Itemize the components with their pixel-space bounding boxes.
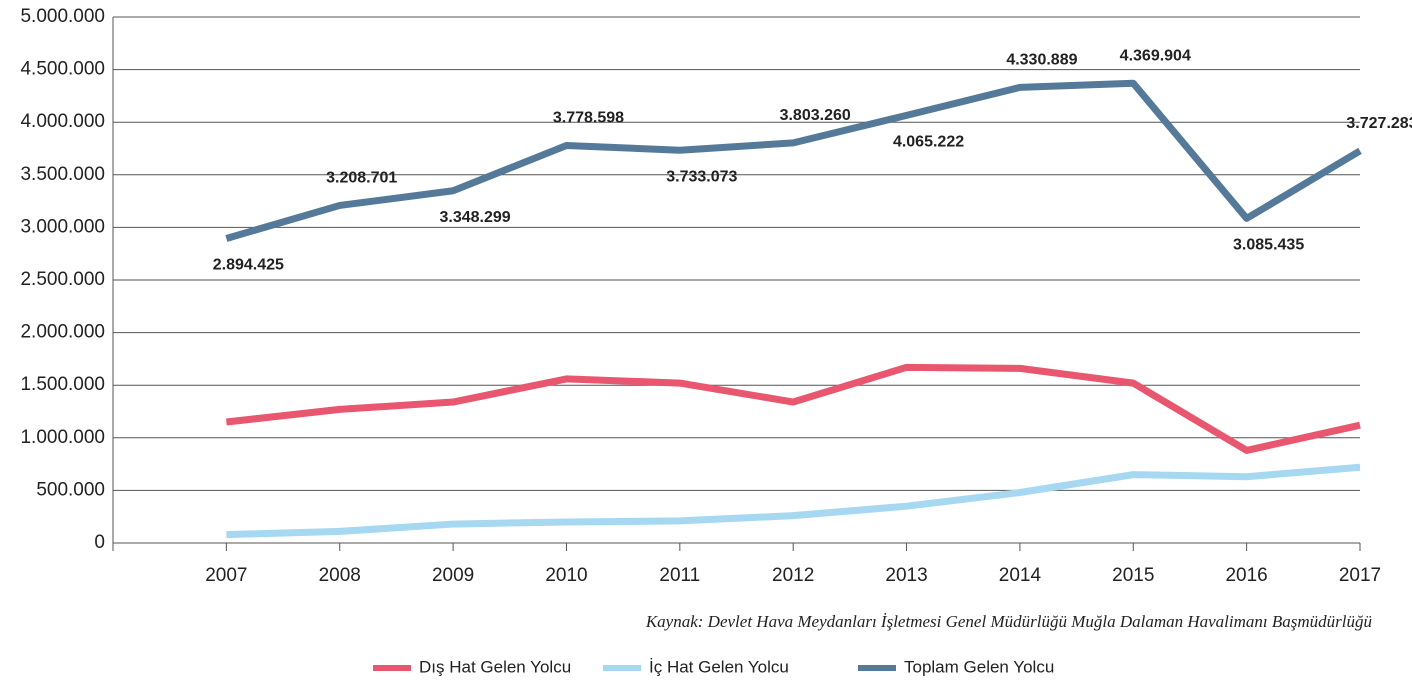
x-tick-label: 2014 bbox=[999, 565, 1042, 586]
x-tick-label: 2010 bbox=[545, 565, 587, 586]
x-tick-label: 2009 bbox=[432, 565, 474, 586]
data-label: 3.733.073 bbox=[666, 168, 737, 185]
data-label: 3.085.435 bbox=[1233, 237, 1304, 254]
data-label: 4.369.904 bbox=[1120, 48, 1191, 65]
y-tick-label: 3.000.000 bbox=[20, 216, 105, 237]
x-tick-label: 2017 bbox=[1339, 565, 1381, 586]
y-tick-label: 5.000.000 bbox=[20, 6, 105, 27]
y-tick-label: 2.000.000 bbox=[20, 322, 105, 343]
y-tick-label: 2.500.000 bbox=[20, 269, 105, 290]
data-label: 3.348.299 bbox=[439, 209, 510, 226]
series-line bbox=[225, 363, 1361, 454]
y-tick-label: 1.500.000 bbox=[20, 374, 105, 395]
data-label: 4.065.222 bbox=[893, 134, 964, 151]
y-tick-label: 4.500.000 bbox=[20, 59, 105, 80]
y-tick-label: 4.000.000 bbox=[20, 111, 105, 132]
data-label: 3.208.701 bbox=[326, 170, 397, 187]
data-label: 2.894.425 bbox=[213, 257, 284, 274]
x-tick-label: 2008 bbox=[319, 565, 361, 586]
x-tick-label: 2007 bbox=[205, 565, 247, 586]
x-tick-label: 2016 bbox=[1225, 565, 1267, 586]
legend-label: Dış Hat Gelen Yolcu bbox=[419, 657, 571, 676]
data-label: 4.330.889 bbox=[1006, 52, 1077, 69]
x-tick-label: 2013 bbox=[885, 565, 927, 586]
legend-label: Toplam Gelen Yolcu bbox=[904, 657, 1054, 676]
x-tick-label: 2015 bbox=[1112, 565, 1154, 586]
series-line bbox=[225, 79, 1362, 242]
y-tick-label: 3.500.000 bbox=[20, 164, 105, 185]
y-tick-label: 1.000.000 bbox=[20, 427, 105, 448]
source: Kaynak: Devlet Hava Meydanları İşletmesi… bbox=[645, 612, 1372, 631]
data-label: 3.727.283 bbox=[1346, 115, 1412, 132]
y-tick-label: 500.000 bbox=[36, 479, 105, 500]
data-label: 3.778.598 bbox=[553, 110, 624, 127]
data-label: 3.803.260 bbox=[780, 107, 851, 124]
legend-label: İç Hat Gelen Yolcu bbox=[649, 657, 789, 676]
x-tick-label: 2011 bbox=[659, 565, 700, 586]
x-tick-label: 2012 bbox=[772, 565, 814, 586]
y-tick-label: 0 bbox=[94, 532, 105, 553]
series-line bbox=[226, 463, 1361, 539]
